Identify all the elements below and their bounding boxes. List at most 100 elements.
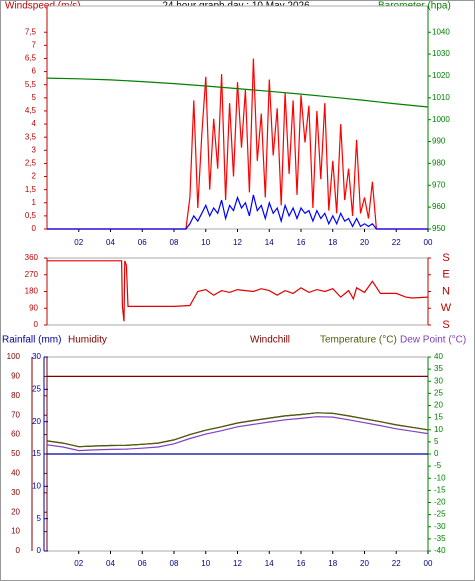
series-line: [46, 77, 429, 108]
y-tick-label: 90: [29, 303, 38, 312]
x-tick-label: 08: [170, 559, 179, 568]
y-tick-label: 0: [32, 224, 37, 233]
y-tick-label: 5,5: [25, 80, 37, 89]
x-tick-label: 10: [201, 238, 210, 247]
x-tick-label: 02: [74, 238, 83, 247]
y2-tick-label: 15: [434, 413, 443, 422]
y-tick-label: 90: [11, 372, 20, 381]
x-tick-label: 16: [297, 559, 306, 568]
x-tick-label: 00: [424, 238, 433, 247]
y-tick-label: 5: [32, 93, 37, 102]
y-tick-label: 6,5: [25, 54, 37, 63]
y-tick-label: 60: [11, 430, 20, 439]
y2-tick-label: -35: [434, 534, 446, 543]
y-tick-label: 20: [11, 507, 20, 516]
y3-tick-label: 25: [32, 384, 41, 393]
plot-area: [46, 257, 429, 326]
y2-tick-label: 5: [434, 437, 439, 446]
y2-tick-label: 950: [432, 224, 446, 233]
series-line: [47, 58, 428, 230]
y2-tick-label: -25: [434, 510, 446, 519]
x-tick-label: 20: [360, 559, 369, 568]
series-line: [46, 412, 429, 448]
y-tick-label: 10: [11, 527, 20, 536]
y3-tick-label: 20: [32, 417, 41, 426]
x-tick-label: 10: [201, 559, 210, 568]
y-tick-label: 80: [11, 391, 20, 400]
y2-tick-label: 25: [434, 388, 443, 397]
x-tick-label: 18: [328, 238, 337, 247]
y2-tick-label: 990: [432, 137, 446, 146]
x-tick-label: 20: [360, 238, 369, 247]
y-tick-label: 1,5: [25, 185, 37, 194]
y2-tick-label: S: [442, 319, 449, 331]
y2-tick-label: 980: [432, 159, 446, 168]
y3-tick-label: 15: [32, 449, 41, 458]
y2-tick-label: 10: [434, 425, 443, 434]
plot-area: [46, 5, 429, 230]
y3-tick-label: 30: [32, 352, 41, 361]
x-tick-label: 12: [233, 559, 242, 568]
y-tick-label: 100: [7, 352, 21, 361]
y-tick-label: 270: [25, 270, 39, 279]
y2-tick-label: -5: [434, 461, 442, 470]
y-tick-label: 0: [34, 320, 39, 329]
x-tick-label: 14: [265, 238, 274, 247]
y-tick-label: 30: [11, 488, 20, 497]
y2-tick-label: 20: [434, 401, 443, 410]
y2-tick-label: 30: [434, 376, 443, 385]
y2-tick-label: N: [442, 285, 450, 297]
y-tick-label: 4,5: [25, 106, 37, 115]
y-tick-label: 6: [32, 67, 37, 76]
y-tick-label: 0: [16, 546, 21, 555]
x-tick-label: 06: [138, 559, 147, 568]
y2-tick-label: 960: [432, 202, 446, 211]
y-tick-label: 70: [11, 410, 20, 419]
y-tick-label: 7: [32, 40, 37, 49]
x-tick-label: 04: [106, 238, 115, 247]
y-tick-label: 0,5: [25, 211, 37, 220]
x-tick-label: 06: [138, 238, 147, 247]
y-tick-label: 2: [32, 172, 37, 181]
y2-tick-label: 970: [432, 180, 446, 189]
y-tick-label: 7,5: [25, 27, 37, 36]
y2-tick-label: E: [442, 269, 449, 281]
y-tick-label: 1: [32, 198, 37, 207]
y-tick-label: 4: [32, 119, 37, 128]
legend-label: Humidity: [68, 335, 107, 346]
y2-tick-label: S: [442, 252, 449, 264]
x-tick-label: 12: [233, 238, 242, 247]
y2-tick-label: -10: [434, 473, 446, 482]
series-line: [47, 194, 428, 230]
y2-tick-label: 35: [434, 364, 443, 373]
y-tick-label: 3: [32, 145, 37, 154]
y2-tick-label: -15: [434, 485, 446, 494]
legend-label: Rainfall (mm): [2, 335, 61, 346]
x-tick-label: 16: [297, 238, 306, 247]
y2-tick-label: -40: [434, 546, 446, 555]
y2-tick-label: 1020: [432, 71, 450, 80]
y3-tick-label: 5: [37, 514, 42, 523]
y2-tick-label: 1000: [432, 115, 450, 124]
x-tick-label: 02: [74, 559, 83, 568]
y-tick-label: 180: [25, 287, 39, 296]
legend-label: Dew Point (°C): [400, 335, 466, 346]
y3-tick-label: 10: [32, 481, 41, 490]
x-tick-label: 00: [424, 559, 433, 568]
y2-tick-label: -20: [434, 498, 446, 507]
legend-label: Temperature (°C): [320, 335, 397, 346]
y2-tick-label: W: [441, 302, 452, 314]
y-tick-label: 50: [11, 449, 20, 458]
y2-tick-label: 0: [434, 449, 439, 458]
series-line: [47, 260, 429, 322]
y3-tick-label: 0: [37, 546, 42, 555]
y2-tick-label: 1010: [432, 93, 450, 102]
y2-tick-label: 1030: [432, 49, 450, 58]
y-tick-label: 40: [11, 469, 20, 478]
y-axis-title: Windspeed (m/s): [5, 1, 81, 12]
x-tick-label: 22: [392, 238, 401, 247]
legend-label: Windchill: [250, 335, 290, 346]
x-tick-label: 08: [170, 238, 179, 247]
x-tick-label: 18: [328, 559, 337, 568]
